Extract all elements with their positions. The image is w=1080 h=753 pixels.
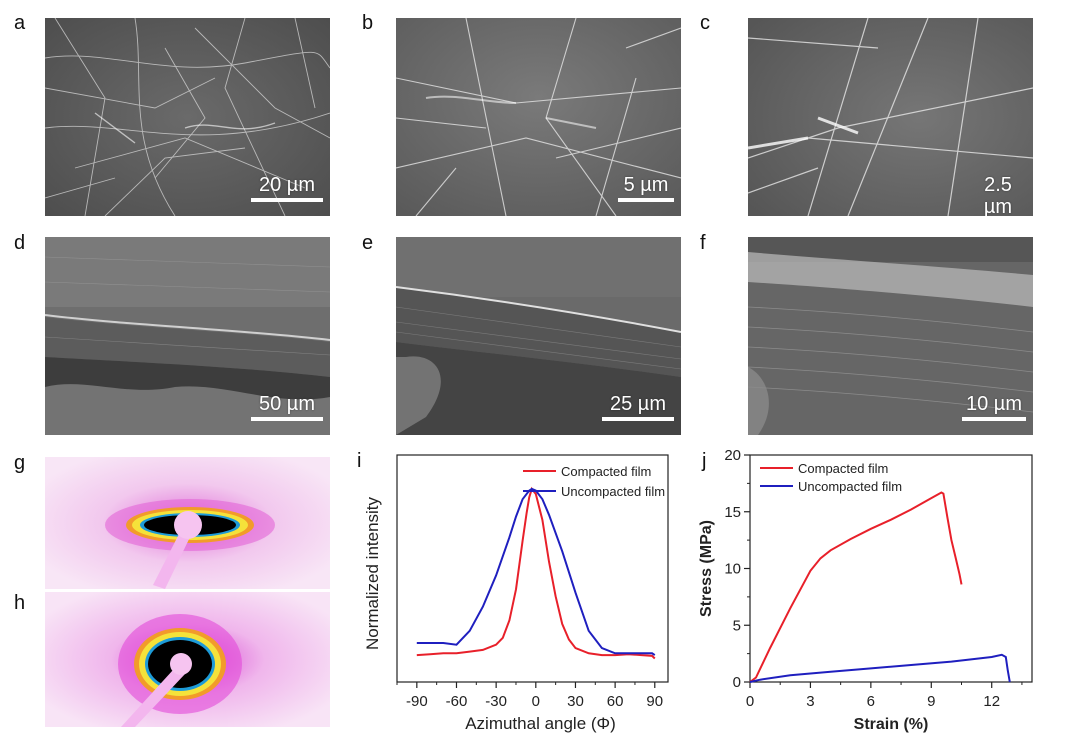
chart-j-x-tick-label: 9 [927, 693, 935, 710]
scale-bar-e: 25 µm [602, 393, 674, 421]
saxs-texture-g [45, 457, 330, 589]
scale-bar-f: 10 µm [962, 393, 1026, 421]
chart-j-series-line [749, 491, 963, 683]
chart-i-legend-label: Compacted film [561, 464, 651, 479]
chart-j-x-tick-label: 0 [746, 693, 754, 710]
chart-j-y-tick-label: 15 [724, 504, 741, 521]
chart-i-legend-label: Uncompacted film [561, 484, 665, 499]
chart-j-y-tick-label: 10 [724, 561, 741, 578]
panel-label-b: b [362, 12, 374, 34]
saxs-pattern-h [45, 592, 330, 727]
panel-label-g: g [14, 452, 26, 474]
scale-bar-label: 25 µm [610, 393, 666, 415]
sem-texture-b [396, 18, 681, 216]
scale-bar-c: 2.5 µm [970, 174, 1026, 216]
sem-texture-a [45, 18, 330, 216]
chart-j-y-axis-label: Stress (MPa) [698, 520, 715, 617]
chart-j-frame [749, 454, 1033, 683]
chart-i-x-tick-label: -30 [485, 693, 507, 710]
panel-label-f: f [700, 232, 706, 254]
saxs-pattern-g [45, 457, 330, 589]
sem-image-d: 50 µm [45, 237, 330, 435]
scale-bar-d: 50 µm [251, 393, 323, 421]
scale-bar-label: 20 µm [259, 174, 315, 196]
scale-bar-line [618, 198, 674, 202]
scale-bar-line [602, 417, 674, 421]
chart-j-series-line [749, 653, 1011, 683]
panel-label-c: c [700, 12, 710, 34]
chart-i-x-tick-label: -90 [406, 693, 428, 710]
scale-bar-a: 20 µm [251, 174, 323, 202]
sem-image-e: 25 µm [396, 237, 681, 435]
saxs-texture-h [45, 592, 330, 727]
chart-j-x-tick-label: 12 [983, 693, 1000, 710]
chart-j-x-axis-label: Strain (%) [854, 716, 929, 733]
chart-i-x-tick-label: 0 [532, 693, 540, 710]
panel-label-d: d [14, 232, 26, 254]
panel-label-a: a [14, 12, 26, 34]
sem-texture-f [748, 237, 1033, 435]
panel-label-j: j [702, 450, 707, 472]
chart-j-y-tick-label: 5 [733, 617, 741, 634]
chart-i-series-line [416, 486, 656, 660]
chart-j-x-tick-label: 3 [806, 693, 814, 710]
sem-texture-e [396, 237, 681, 435]
chart-j-legend-label: Compacted film [798, 461, 888, 476]
scale-bar-b: 5 µm [618, 174, 674, 202]
sem-texture-c [748, 18, 1033, 216]
chart-j-y-tick-label: 0 [733, 674, 741, 691]
scale-bar-label: 10 µm [966, 393, 1022, 415]
chart-i-x-tick-label: 60 [607, 693, 624, 710]
chart-i-x-tick-label: -60 [446, 693, 468, 710]
sem-texture-d [45, 237, 330, 435]
sem-image-c: 2.5 µm [748, 18, 1033, 216]
scale-bar-label: 5 µm [623, 174, 669, 196]
sem-image-a: 20 µm [45, 18, 330, 216]
chart-i-y-axis-label: Normalized intensity [363, 496, 382, 650]
chart-i-series-line [416, 487, 656, 656]
scale-bar-line [251, 198, 323, 202]
chart-i-x-axis-label: Azimuthal angle (Φ) [465, 714, 616, 733]
scale-bar-line [251, 417, 323, 421]
chart-i-x-tick-label: 90 [646, 693, 663, 710]
scale-bar-label: 50 µm [259, 393, 315, 415]
sem-image-b: 5 µm [396, 18, 681, 216]
panel-label-h: h [14, 592, 26, 614]
chart-j-y-tick-label: 20 [724, 447, 741, 464]
sem-image-f: 10 µm [748, 237, 1033, 435]
chart-j-x-tick-label: 6 [867, 693, 875, 710]
chart-j-legend-label: Uncompacted film [798, 479, 902, 494]
panel-label-e: e [362, 232, 374, 254]
panel-label-i: i [357, 450, 362, 472]
scale-bar-line [962, 417, 1026, 421]
scale-bar-label: 2.5 µm [983, 174, 1013, 216]
chart-i-frame [396, 454, 669, 683]
chart-i-x-tick-label: 30 [567, 693, 584, 710]
